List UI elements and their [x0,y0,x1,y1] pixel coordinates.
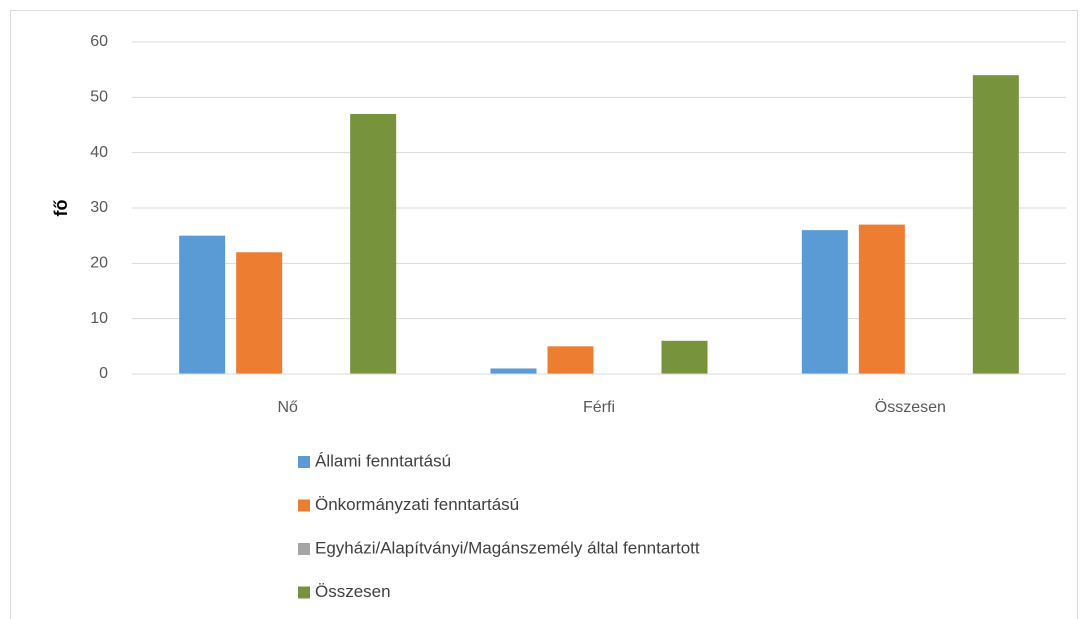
y-tick-label: 40 [90,144,108,161]
bar [661,340,708,374]
y-tick-label: 60 [90,33,108,50]
legend-swatch [298,586,310,599]
bar [179,235,226,374]
x-tick-label: Férfi [583,399,615,416]
legend-swatch [298,499,310,512]
legend-label: Önkormányzati fenntartású [315,495,519,514]
x-tick-label: Nő [277,399,298,416]
chart-frame [10,10,1078,619]
legend-label: Összesen [315,582,391,601]
bar [858,224,905,374]
bar [801,230,848,374]
y-tick-label: 30 [90,199,108,216]
y-tick-label: 10 [90,310,108,327]
legend-label: Állami fenntartású [315,451,451,470]
bar [490,368,537,374]
legend-label: Egyházi/Alapítványi/Magánszemély által f… [315,538,700,557]
y-tick-label: 20 [90,255,108,272]
legend-swatch [298,456,310,468]
y-tick-label: 0 [99,365,108,382]
y-axis-title: fő [51,200,71,217]
bar [350,113,397,374]
bar [972,75,1019,374]
legend-swatch [298,543,310,555]
y-tick-label: 50 [90,89,108,106]
x-tick-label: Összesen [875,398,946,416]
bar [236,252,283,374]
bar [547,346,594,374]
